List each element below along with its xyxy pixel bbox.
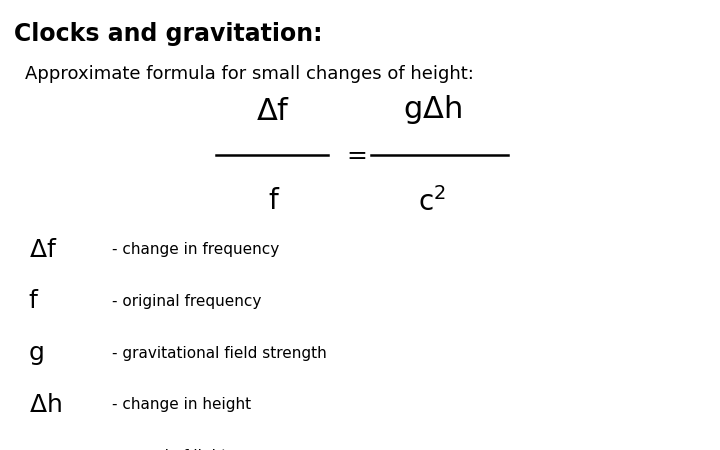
Text: f: f xyxy=(29,289,37,314)
Text: $\Delta$f: $\Delta$f xyxy=(256,97,291,126)
Text: Clocks and gravitation:: Clocks and gravitation: xyxy=(14,22,323,46)
Text: - speed of light: - speed of light xyxy=(112,449,227,450)
Text: c$^2$: c$^2$ xyxy=(418,187,446,216)
Text: - change in frequency: - change in frequency xyxy=(112,242,279,257)
Text: $\Delta$h: $\Delta$h xyxy=(29,393,62,417)
Text: - original frequency: - original frequency xyxy=(112,294,261,309)
Text: g: g xyxy=(29,341,45,365)
Text: f: f xyxy=(269,187,279,215)
Text: =: = xyxy=(346,144,366,168)
Text: g$\Delta$h: g$\Delta$h xyxy=(402,93,462,126)
Text: Approximate formula for small changes of height:: Approximate formula for small changes of… xyxy=(25,65,474,83)
Text: - gravitational field strength: - gravitational field strength xyxy=(112,346,326,361)
Text: - change in height: - change in height xyxy=(112,397,251,413)
Text: $\Delta$f: $\Delta$f xyxy=(29,238,57,262)
Text: c: c xyxy=(29,445,42,450)
